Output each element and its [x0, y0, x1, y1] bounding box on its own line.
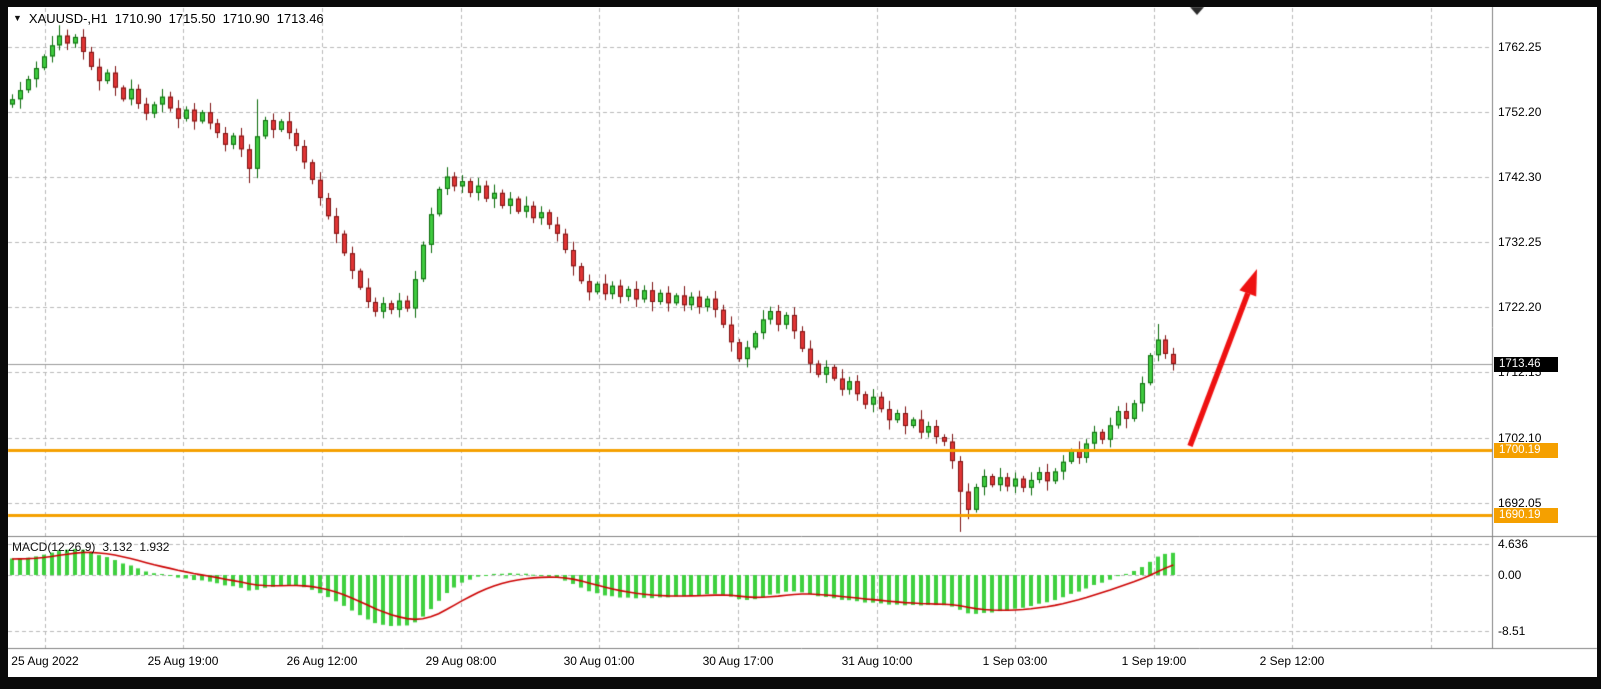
current-price-badge: 1713.46	[1494, 357, 1558, 372]
symbol-period-label: XAUUSD-,H1	[28, 11, 108, 26]
window-frame-bottom	[0, 677, 1601, 689]
window-frame-left	[0, 0, 8, 689]
window-frame-top	[0, 0, 1601, 7]
macd-signal-value: 1.932	[139, 540, 170, 554]
chart-title: ▼ XAUUSD-,H1 1710.90 1715.50 1710.90 171…	[13, 11, 324, 26]
symbol-menu-icon[interactable]: ▼	[13, 13, 22, 23]
macd-name: MACD(12,26,9)	[12, 540, 96, 554]
macd-indicator-label: MACD(12,26,9) 3.132 1.932	[12, 540, 169, 554]
hline-price-badge-1: 1700.19	[1494, 443, 1558, 458]
low-value: 1710.90	[222, 11, 270, 26]
macd-main-value: 3.132	[102, 540, 133, 554]
high-value: 1715.50	[168, 11, 216, 26]
hline-price-badge-2: 1690.19	[1494, 508, 1558, 523]
close-value: 1713.46	[276, 11, 324, 26]
window-frame-right	[1597, 0, 1601, 689]
open-value: 1710.90	[114, 11, 162, 26]
